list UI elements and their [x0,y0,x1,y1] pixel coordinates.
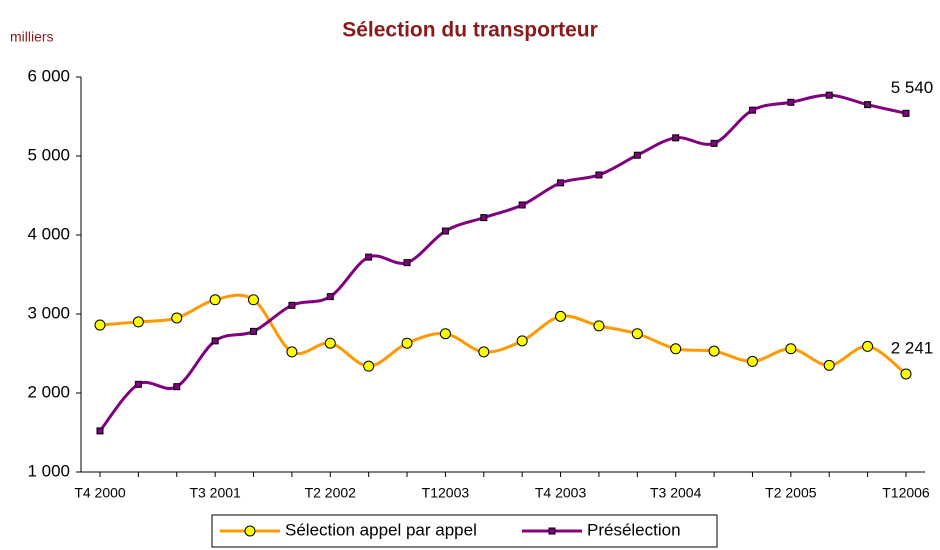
x-tick-label: T3 2004 [650,485,702,501]
point [326,293,334,301]
point [171,312,183,324]
point [248,294,260,306]
point [286,346,298,358]
point [480,214,488,222]
point [134,380,142,388]
point [670,343,682,355]
x-tick-label: T12006 [882,485,930,501]
point [250,327,258,335]
y-tick-label: 1 000 [27,461,70,480]
point [209,294,221,306]
point [748,106,756,114]
point [595,171,603,179]
y-tick-label: 3 000 [27,303,70,322]
point [902,109,910,117]
point [403,259,411,267]
point [132,316,144,328]
point [825,91,833,99]
point [593,320,605,332]
point [785,343,797,355]
point [555,310,567,322]
point [94,319,106,331]
point [557,179,565,187]
point [787,98,795,106]
point [631,328,643,340]
y-tick-label: 2 000 [27,382,70,401]
point [862,340,874,352]
x-tick-label: T4 2000 [74,485,126,501]
point [900,368,912,380]
x-tick-label: T2 2005 [765,485,817,501]
chart-title: Sélection du transporteur [342,19,598,42]
point [365,253,373,261]
x-tick-label: T3 2001 [189,485,241,501]
x-tick-label: T2 2002 [305,485,357,501]
point [401,337,413,349]
x-tick-label: T12003 [422,485,470,501]
legend-box [211,514,718,548]
point [864,101,872,109]
point [548,527,556,535]
y-axis-label: milliers [10,29,54,45]
point [324,337,336,349]
data-label: 5 540 [891,78,934,97]
point [244,525,256,537]
point [746,355,758,367]
point [518,201,526,209]
y-tick-label: 5 000 [27,145,70,164]
point [363,360,375,372]
point [516,335,528,347]
point [823,359,835,371]
point [672,134,680,142]
series-line [98,93,907,432]
point [708,345,720,357]
point [211,337,219,345]
series-line [99,293,907,376]
legend-label: Sélection appel par appel [285,520,477,539]
x-tick-label: T4 2003 [535,485,587,501]
point [173,383,181,391]
legend-label: Présélection [587,520,681,539]
y-tick-label: 4 000 [27,224,70,243]
point [288,301,296,309]
point [441,227,449,235]
point [633,151,641,159]
y-tick-label: 6 000 [27,66,70,85]
point [478,346,490,358]
point [710,139,718,147]
point [96,427,104,435]
data-label: 2 241 [891,338,934,357]
point [439,328,451,340]
